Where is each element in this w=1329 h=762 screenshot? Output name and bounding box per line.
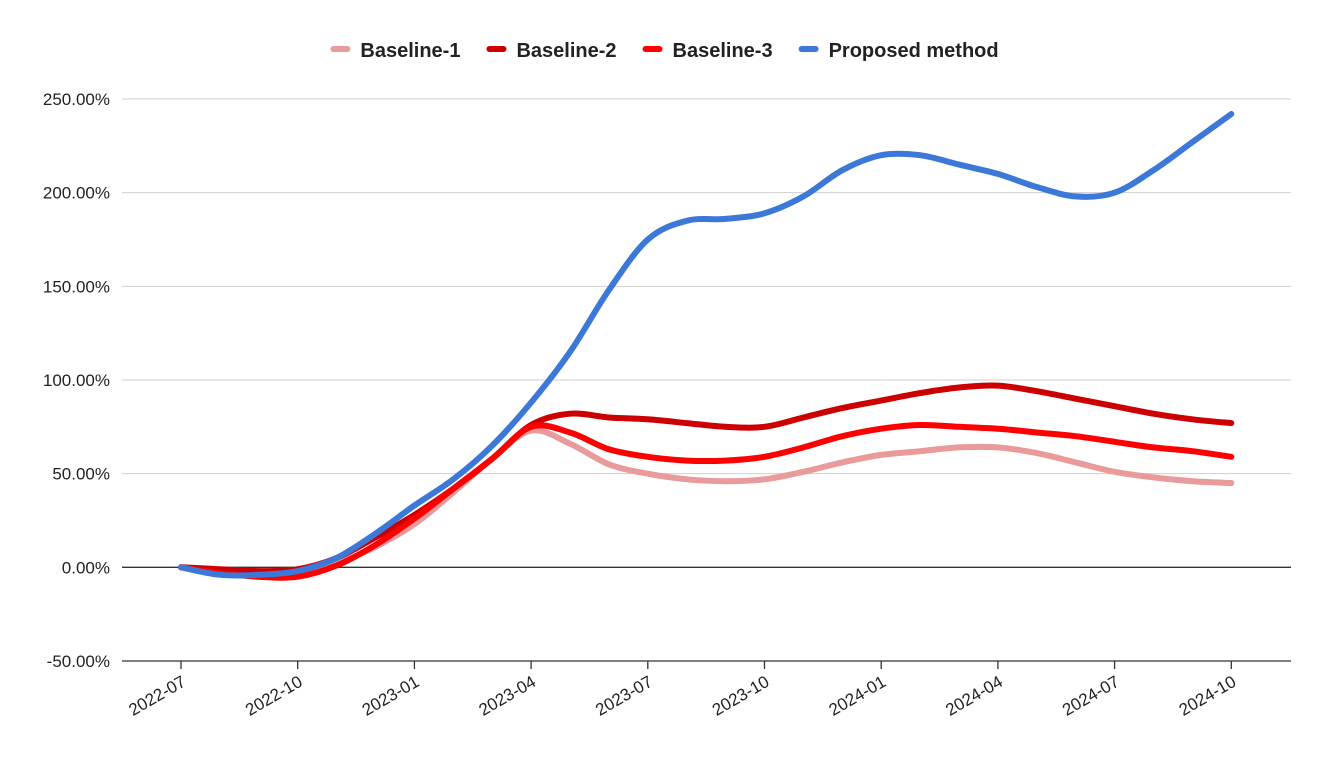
x-tick-label: 2024-10 bbox=[1176, 672, 1240, 720]
x-tick-label: 2024-01 bbox=[826, 672, 890, 720]
x-tick-label: 2022-10 bbox=[242, 672, 306, 720]
y-axis-ticks: 250.00% 200.00% 150.00% 100.00% 50.00% 0.00% -… bbox=[43, 90, 110, 671]
legend-swatch bbox=[486, 46, 507, 52]
x-tick-label: 2023-01 bbox=[359, 672, 423, 720]
x-tick-label: 2023-07 bbox=[592, 672, 656, 720]
y-tick-label: -50.00% bbox=[47, 652, 110, 671]
x-tick-label: 2022-07 bbox=[125, 672, 189, 720]
legend-item-baseline-3: Baseline-3 bbox=[642, 40, 773, 62]
legend-swatch bbox=[330, 46, 351, 52]
x-tick-label: 2024-07 bbox=[1059, 672, 1123, 720]
legend-swatch bbox=[798, 46, 819, 52]
legend-item-baseline-1: Baseline-1 bbox=[330, 40, 460, 62]
legend-swatch bbox=[642, 46, 663, 52]
legend-item-proposed-method: Proposed method bbox=[798, 40, 999, 62]
y-tick-label: 100.00% bbox=[43, 371, 110, 390]
series-line-proposed-method bbox=[178, 111, 1235, 579]
x-tick-label: 2023-10 bbox=[709, 672, 773, 720]
y-tick-label: 250.00% bbox=[43, 90, 110, 109]
y-tick-label: 0.00% bbox=[62, 558, 110, 577]
legend-label: Baseline-1 bbox=[360, 40, 460, 62]
x-tick-label: 2024-04 bbox=[942, 672, 1006, 720]
legend: Baseline-1 Baseline-2 Baseline-3 Proposed m… bbox=[330, 40, 999, 62]
x-tick-label: 2023-04 bbox=[476, 672, 540, 720]
x-axis-ticks: 2022-07 2022-10 2023-01 2023-04 2023-07 2023-… bbox=[125, 661, 1239, 720]
y-tick-label: 50.00% bbox=[52, 465, 110, 484]
series-lines bbox=[178, 111, 1235, 581]
legend-label: Baseline-2 bbox=[516, 40, 616, 62]
legend-item-baseline-2: Baseline-2 bbox=[486, 40, 617, 62]
series-line-baseline-3 bbox=[178, 421, 1235, 581]
legend-label: Baseline-3 bbox=[673, 40, 773, 62]
y-tick-label: 200.00% bbox=[43, 184, 110, 203]
y-tick-label: 150.00% bbox=[43, 277, 110, 296]
legend-label: Proposed method bbox=[829, 40, 999, 62]
